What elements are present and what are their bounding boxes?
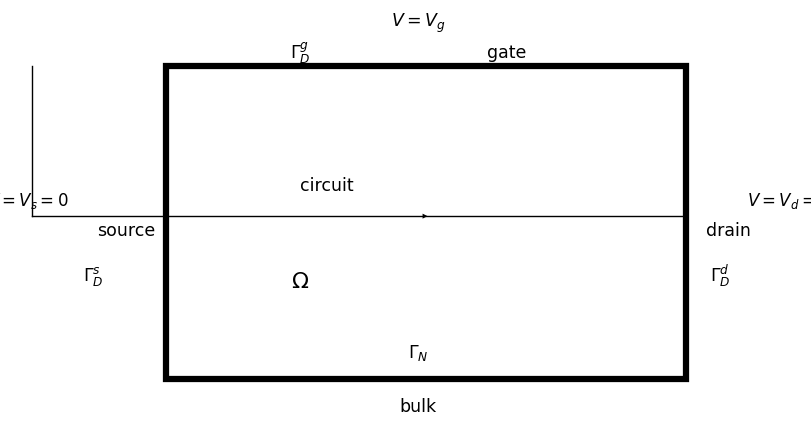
Text: $\Omega$: $\Omega$ bbox=[291, 273, 309, 292]
Bar bbox=[166, 66, 685, 379]
Text: circuit: circuit bbox=[299, 177, 353, 195]
Text: $\Gamma_D^s$: $\Gamma_D^s$ bbox=[83, 265, 104, 288]
Text: $\Gamma_D^g$: $\Gamma_D^g$ bbox=[290, 41, 311, 66]
Text: source: source bbox=[97, 222, 155, 240]
Text: $V = V_s = 0$: $V = V_s = 0$ bbox=[0, 191, 69, 211]
Text: bulk: bulk bbox=[399, 398, 436, 416]
Text: $\Gamma_N$: $\Gamma_N$ bbox=[407, 343, 428, 363]
Text: $V = V_g$: $V = V_g$ bbox=[391, 12, 444, 35]
Text: $\Gamma_D^d$: $\Gamma_D^d$ bbox=[710, 263, 730, 289]
Text: $V = V_d = 0$: $V = V_d = 0$ bbox=[746, 191, 811, 211]
Text: drain: drain bbox=[706, 222, 750, 240]
Text: gate: gate bbox=[487, 45, 526, 62]
